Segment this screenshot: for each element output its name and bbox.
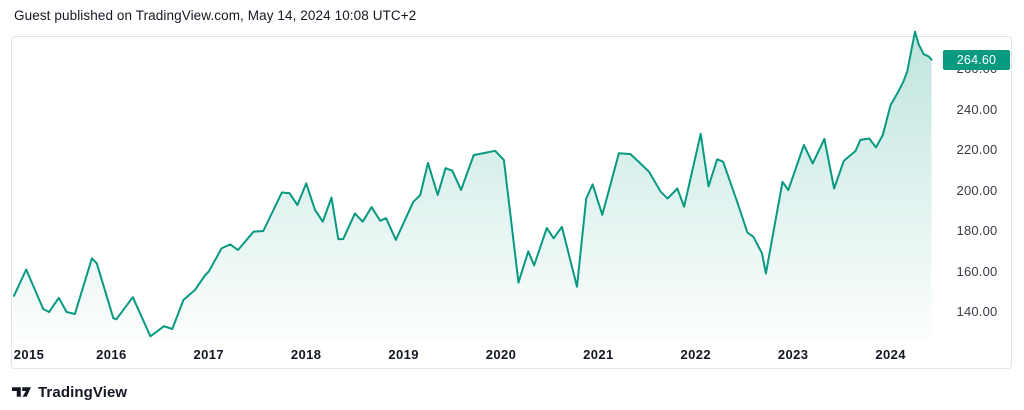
price-scale-label: 240.00 (956, 101, 998, 117)
time-scale-label: 2021 (583, 347, 614, 362)
time-scale-label: 2024 (875, 347, 906, 362)
time-scale-label: 2020 (485, 347, 517, 362)
time-scale-label: 2015 (13, 347, 45, 362)
last-price-badge: 264.60 (943, 49, 1010, 70)
tradingview-brand-text: TradingView (38, 383, 128, 401)
price-scale-label: 220.00 (956, 142, 998, 157)
price-scale-label: 140.00 (956, 304, 998, 319)
time-scale-label: 2017 (193, 347, 225, 362)
price-scale-label: 200.00 (956, 182, 998, 198)
time-scale-label: 2022 (680, 347, 712, 362)
price-scale-label: 160.00 (956, 263, 998, 279)
tradingview-logo-icon (12, 387, 31, 397)
tradingview-logo-link[interactable]: TradingView (12, 381, 127, 403)
attribution-text: Guest published on TradingView.com, May … (14, 8, 417, 23)
time-scale-label: 2018 (290, 347, 322, 362)
series-line (13, 30, 933, 338)
time-scale-label: 2019 (388, 347, 419, 362)
series-area-fill (14, 31, 932, 341)
time-scale-label: 2023 (777, 347, 809, 362)
time-scale-label: 2016 (96, 347, 127, 362)
price-scale-label: 180.00 (956, 223, 998, 238)
